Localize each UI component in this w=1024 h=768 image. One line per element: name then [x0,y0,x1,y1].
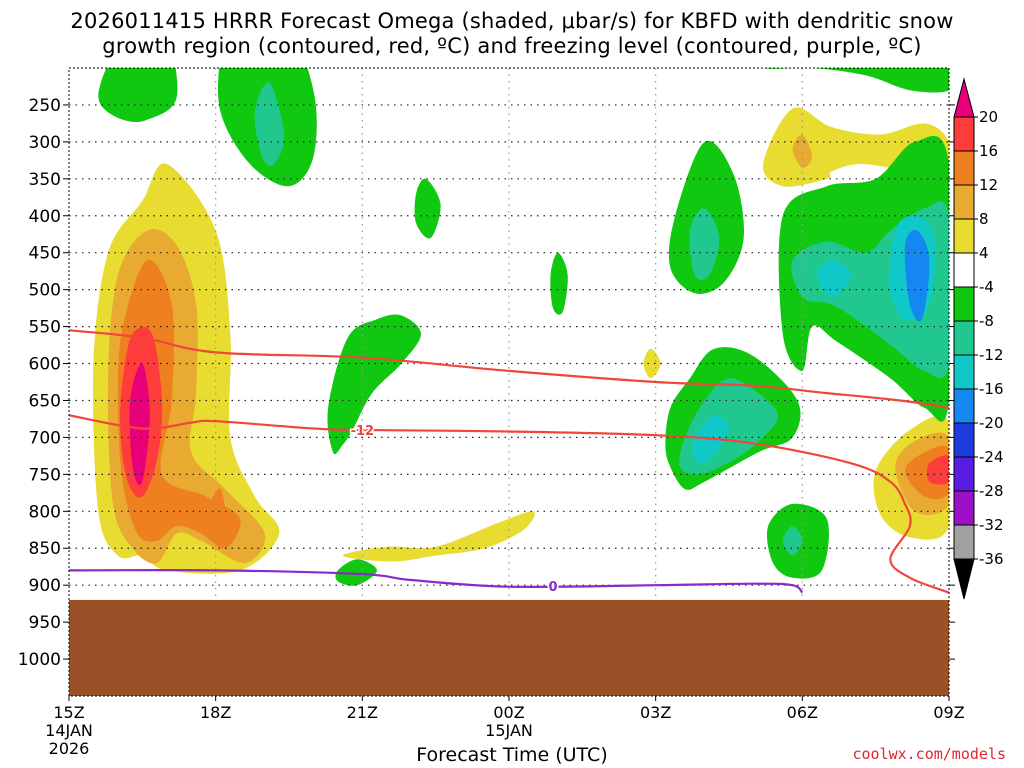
omega-region--4 [335,559,377,586]
colorbar-band--8 [953,320,975,356]
site-credit[interactable]: coolwx.com/models [852,745,1006,763]
below-ground-fill [69,599,949,696]
y-tick-label: 500 [29,281,61,301]
x-tick-label: 03Z [640,703,671,722]
contour-label-dgz-lower: -12 [351,424,375,439]
colorbar-label: -32 [979,516,1004,534]
chart-title-line-2: growth region (contoured, red, ºC) and f… [102,34,922,58]
y-tick-label: 800 [29,502,61,522]
omega-region--4 [327,314,421,455]
omega-region--4 [763,68,949,93]
y-tick-label: 650 [29,391,61,411]
y-axis: 250 300 350 400 450 500 550 600 650 700 750 800 850 9… [18,96,955,670]
y-tick-label: 550 [29,318,61,338]
omega-region-4 [643,348,661,379]
colorbar-label: -12 [979,346,1004,364]
omega-region--4 [550,252,568,315]
omega-region-20 [129,363,150,485]
x-tick-label: 15Z [53,703,84,722]
colorbar-band--24 [953,456,975,492]
colorbar-band--12 [953,354,975,390]
colorbar-label: -36 [979,550,1004,568]
colorbar-label: -20 [979,414,1004,432]
colorbar-label: -24 [979,448,1004,466]
colorbar-label: 20 [979,108,998,126]
colorbar-label: -4 [979,278,994,296]
colorbar-band--16 [953,388,975,424]
omega-region--4 [414,178,441,239]
colorbar-band-16 [953,150,975,186]
x-tick-label: 09Z [933,703,964,722]
y-tick-label: 1000 [18,650,61,670]
y-tick-label: 450 [29,244,61,264]
colorbar: 20 16 12 8 4 -4 -8 -12 -16 -20 -24 -28 -32 -36 [953,77,1004,600]
y-tick-label: 400 [29,207,61,227]
colorbar-top-arrow [953,77,975,118]
colorbar-label: 8 [979,210,989,228]
colorbar-label: -8 [979,312,994,330]
contour-dgz-lower [69,414,949,594]
x-tick-year: 2026 [49,739,90,758]
contour-dgz-upper [69,329,949,409]
omega-shading-layer [92,68,949,586]
x-tick-label: 00Z [493,703,524,722]
y-tick-label: 300 [29,133,61,153]
omega-region-12 [210,488,226,534]
y-tick-label: 750 [29,465,61,485]
omega-region-4 [342,511,535,562]
y-tick-label: 700 [29,428,61,448]
colorbar-band-20 [953,116,975,152]
contour-freezing-level [69,569,804,594]
colorbar-band--32 [953,524,975,560]
colorbar-band--4 [953,286,975,322]
omega-region--4 [98,68,178,123]
colorbar-label: 16 [979,142,998,160]
omega-region--8 [689,208,720,280]
colorbar-band--28 [953,490,975,526]
contour-layer: -12 0 [69,329,949,597]
colorbar-band-4 [953,252,975,288]
y-tick-label: 250 [29,96,61,116]
omega-region--8 [254,82,285,166]
colorbar-label: 12 [979,176,998,194]
x-tick-date: 15JAN [485,721,533,740]
y-tick-label: 900 [29,576,61,596]
chart-title-line-1: 2026011415 HRRR Forecast Omega (shaded, … [70,9,954,33]
omega-region-8 [792,134,813,168]
y-tick-label: 600 [29,355,61,375]
y-tick-label: 350 [29,170,61,190]
y-tick-label: 850 [29,539,61,559]
x-tick-date: 14JAN [45,721,93,740]
grid-layer [69,68,949,600]
colorbar-label: 4 [979,244,989,262]
omega-region-16 [927,455,949,485]
contour-label-freezing-level: 0 [548,580,557,595]
colorbar-label: -28 [979,482,1004,500]
omega-region--16 [904,229,930,322]
x-axis-label: Forecast Time (UTC) [416,744,608,766]
colorbar-band-8 [953,218,975,254]
colorbar-bottom-arrow [953,558,975,600]
omega-region--12 [817,260,852,297]
colorbar-band--20 [953,422,975,458]
x-tick-label: 06Z [787,703,818,722]
colorbar-band-12 [953,184,975,220]
x-tick-label: 18Z [200,703,231,722]
y-tick-label: 950 [29,613,61,633]
x-tick-label: 21Z [347,703,378,722]
colorbar-label: -16 [979,380,1004,398]
